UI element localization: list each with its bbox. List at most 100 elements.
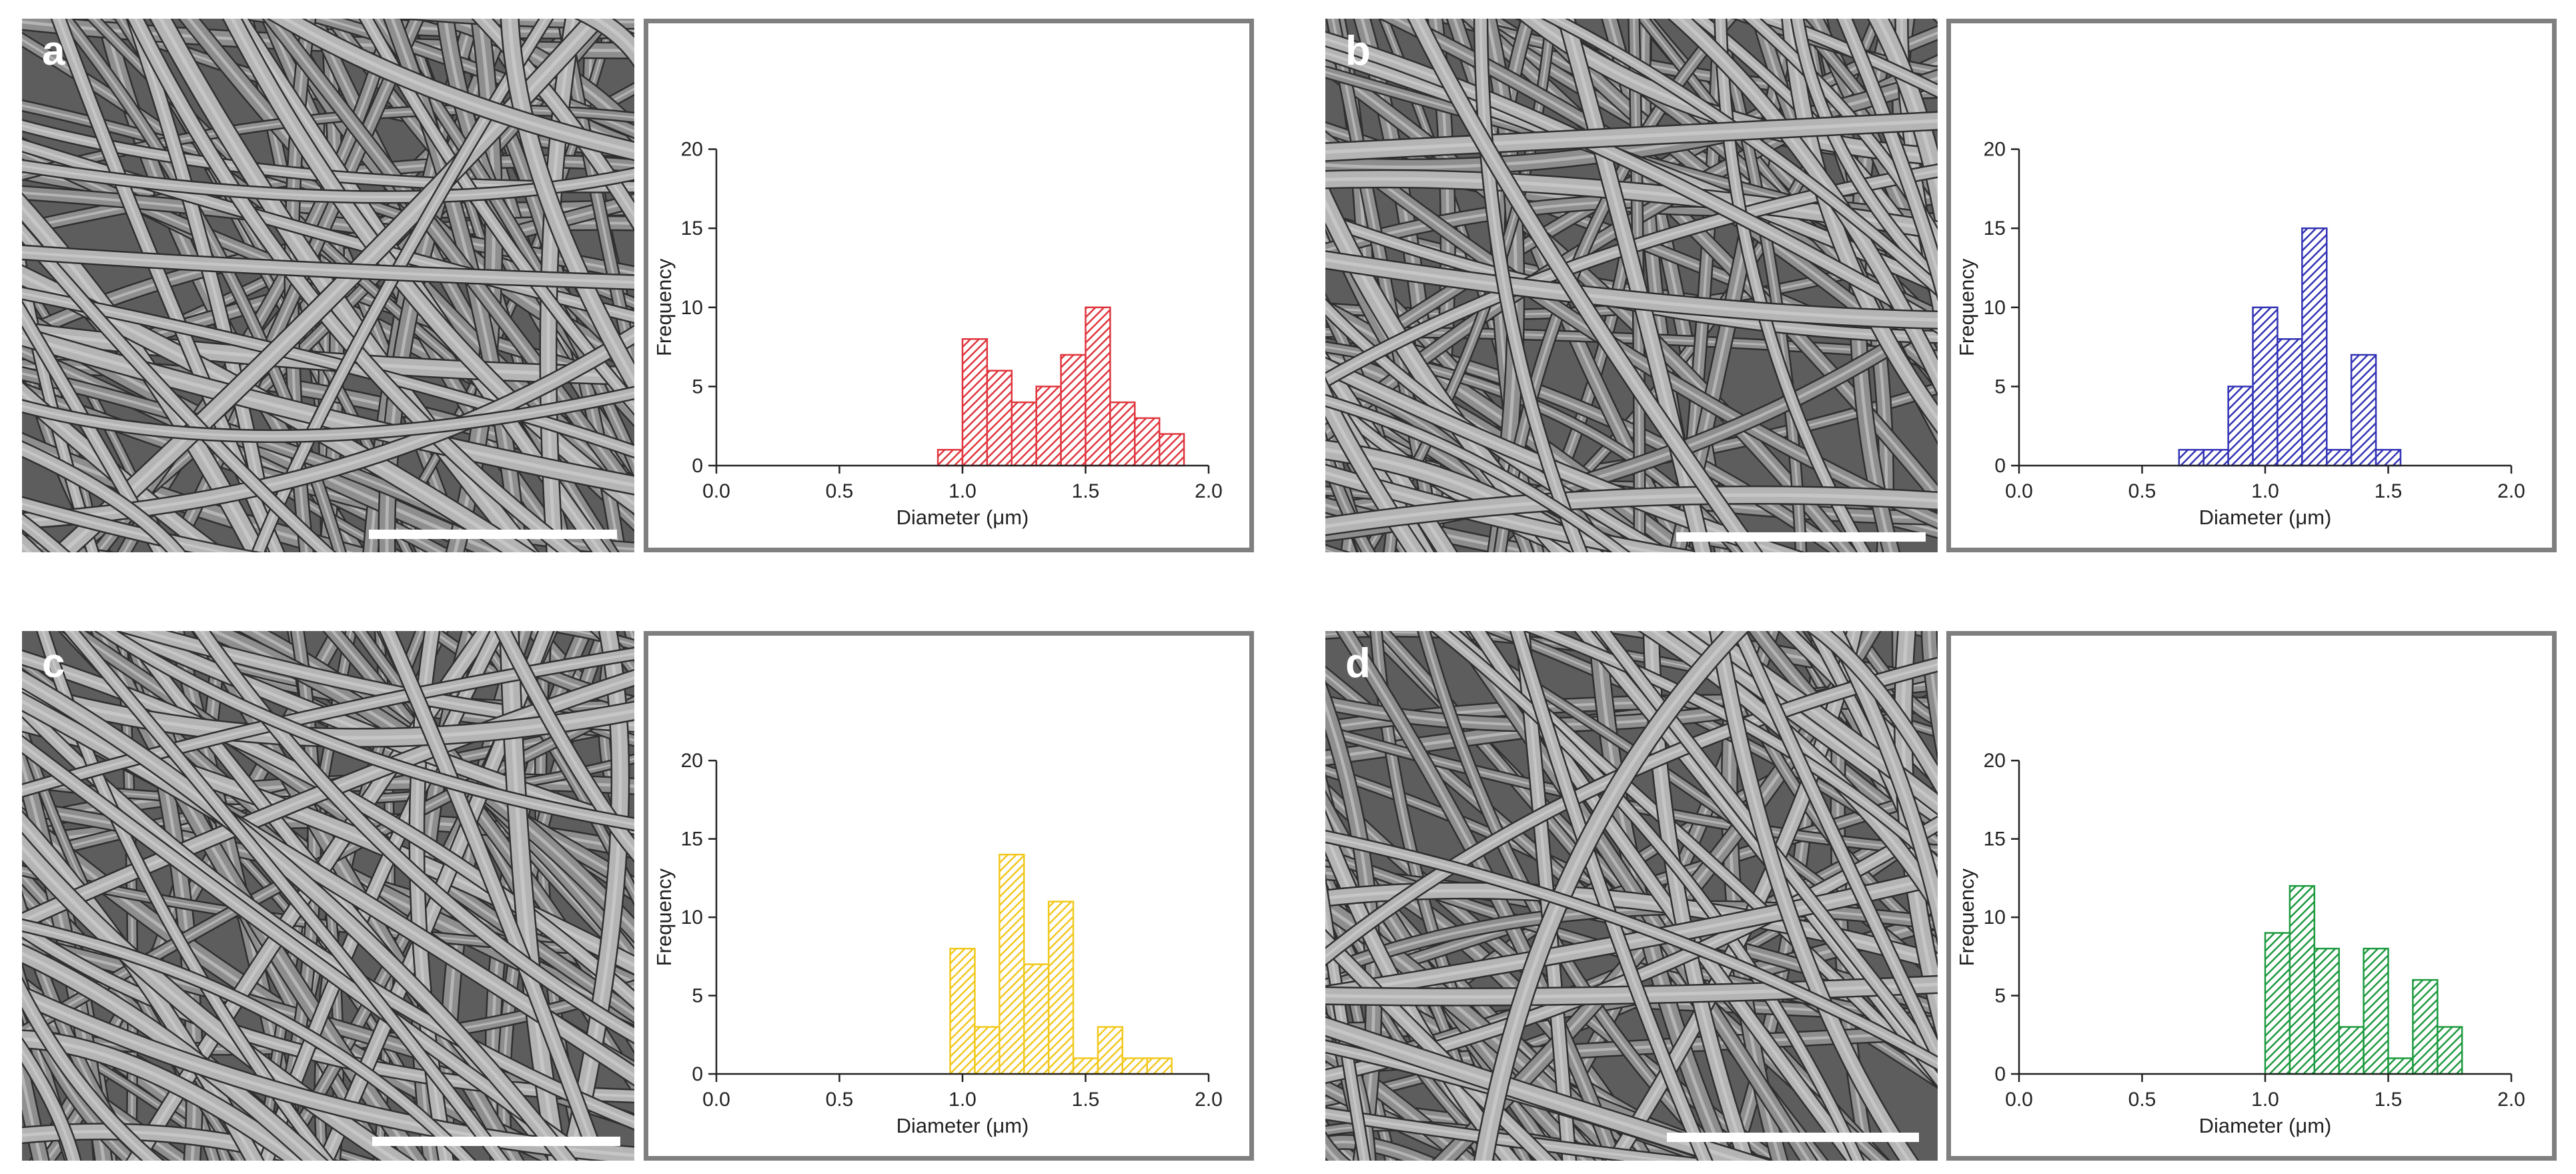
histogram-bar	[2387, 1057, 2414, 1075]
y-tick-label: 20	[681, 139, 703, 161]
x-tick-label: 1.0	[2251, 480, 2279, 502]
y-tick-label: 15	[1984, 217, 2006, 239]
y-tick-label: 15	[1984, 828, 2006, 850]
histogram-bar	[2313, 947, 2340, 1075]
x-tick-label: 0.0	[2005, 1089, 2033, 1111]
y-tick-label: 10	[1984, 907, 2006, 929]
y-tick-label: 0	[692, 1063, 703, 1085]
histogram-bar	[1121, 1057, 1148, 1075]
x-tick-label: 2.0	[1195, 1089, 1223, 1111]
histogram-bar	[1072, 1057, 1099, 1075]
x-axis-label: Diameter (μm)	[2199, 506, 2332, 529]
scale-bar	[369, 530, 617, 539]
histogram-bar	[949, 947, 976, 1075]
fiber-texture	[1325, 19, 1938, 552]
x-tick-label: 1.0	[948, 1089, 977, 1111]
fiber-texture	[22, 631, 634, 1161]
panel-label: a	[42, 28, 65, 74]
histogram-bar	[2227, 386, 2254, 467]
x-axis-label: Diameter (μm)	[896, 1114, 1029, 1137]
histogram-svg: 0.0 0.5 1.0 1.5 2.0 0 5 10 15 20 Diameter (μm) Freq…	[1955, 139, 2525, 529]
histogram-bar	[2301, 227, 2328, 467]
y-tick-label: 20	[1984, 750, 2006, 772]
histogram-bar	[936, 449, 964, 467]
histogram-bar	[2178, 449, 2205, 467]
x-tick-label: 0.5	[826, 480, 854, 502]
scale-bar	[372, 1137, 620, 1146]
histogram-bar	[974, 1026, 1001, 1075]
x-axis-label: Diameter (μm)	[896, 506, 1029, 529]
x-tick-label: 0.5	[2128, 1089, 2156, 1111]
histogram-bar	[986, 370, 1013, 467]
histogram-panel-d: 0.0 0.5 1.0 1.5 2.0 0 5 10 15 20 Diameter (μm) Freq…	[1946, 631, 2557, 1161]
x-tick-label: 1.5	[2375, 1089, 2403, 1111]
panel-label: c	[42, 640, 65, 686]
x-axis-label: Diameter (μm)	[2199, 1114, 2332, 1137]
histogram-bar	[1134, 417, 1161, 467]
histogram-bar	[999, 853, 1025, 1075]
histogram-bar	[2412, 979, 2439, 1075]
histogram-bar	[1023, 963, 1050, 1075]
histogram-bar	[2252, 306, 2279, 467]
y-tick-label: 10	[681, 907, 703, 929]
sem-image-d: d	[1325, 631, 1938, 1161]
x-tick-label: 2.0	[1195, 480, 1223, 502]
histogram-bar	[2277, 338, 2303, 467]
y-axis-label: Frequency	[652, 258, 676, 356]
y-tick-label: 20	[681, 750, 703, 772]
fiber-texture	[22, 19, 634, 552]
panel-label: b	[1345, 28, 1371, 74]
y-tick-label: 5	[1994, 376, 2006, 398]
histogram-bar	[1060, 354, 1087, 467]
scale-bar	[1676, 532, 1926, 542]
histogram-panel-a: 0.0 0.5 1.0 1.5 2.0 0 5 10 15 20 Diameter (μm) Freq…	[644, 19, 1254, 552]
y-axis-label: Frequency	[1955, 868, 1978, 966]
y-tick-label: 0	[1994, 455, 2006, 477]
y-tick-label: 0	[692, 455, 703, 477]
scale-bar	[1667, 1133, 1919, 1142]
histogram-bar	[1085, 306, 1111, 467]
x-tick-label: 0.0	[702, 480, 730, 502]
histogram-bar	[2375, 449, 2402, 467]
y-axis-label: Frequency	[652, 868, 676, 966]
histogram-bar	[1035, 386, 1062, 467]
histogram-bar	[1047, 901, 1075, 1075]
y-tick-label: 20	[1984, 139, 2006, 161]
y-tick-label: 10	[681, 297, 703, 319]
x-tick-label: 1.5	[2375, 480, 2403, 502]
y-tick-label: 5	[692, 985, 703, 1007]
y-tick-label: 15	[681, 217, 703, 239]
histogram-bar	[1097, 1026, 1124, 1075]
x-tick-label: 0.5	[826, 1089, 854, 1111]
histogram-bar	[2338, 1026, 2365, 1075]
x-tick-label: 1.5	[1072, 480, 1100, 502]
histogram-bar	[2202, 449, 2229, 467]
y-tick-label: 5	[1994, 985, 2006, 1007]
histogram-bar	[2350, 354, 2377, 467]
histogram-bar	[1146, 1057, 1173, 1075]
histogram-bar	[2437, 1026, 2463, 1075]
histogram-bar	[2326, 449, 2353, 467]
sem-image-c: c	[22, 631, 634, 1161]
y-tick-label: 15	[681, 828, 703, 850]
y-axis-label: Frequency	[1955, 258, 1978, 356]
x-tick-label: 0.0	[702, 1089, 730, 1111]
panel-label: d	[1345, 640, 1371, 686]
x-tick-label: 0.5	[2128, 480, 2156, 502]
histogram-svg: 0.0 0.5 1.0 1.5 2.0 0 5 10 15 20 Diameter (μm) Freq…	[1955, 750, 2525, 1137]
sem-image-a: a	[22, 19, 634, 552]
histogram-svg: 0.0 0.5 1.0 1.5 2.0 0 5 10 15 20 Diameter (μm) Freq…	[652, 139, 1223, 529]
x-tick-label: 2.0	[2497, 1089, 2525, 1111]
histogram-bar	[2289, 885, 2316, 1075]
histogram-panel-c: 0.0 0.5 1.0 1.5 2.0 0 5 10 15 20 Diameter (μm) Freq…	[644, 631, 1254, 1161]
histogram-svg: 0.0 0.5 1.0 1.5 2.0 0 5 10 15 20 Diameter (μm) Freq…	[652, 750, 1223, 1137]
x-tick-label: 2.0	[2497, 480, 2525, 502]
y-tick-label: 0	[1994, 1063, 2006, 1085]
fiber-texture	[1325, 631, 1938, 1161]
x-tick-label: 0.0	[2005, 480, 2033, 502]
histogram-bar	[961, 338, 989, 467]
x-tick-label: 1.0	[2251, 1089, 2279, 1111]
histogram-bar	[1011, 401, 1037, 467]
histogram-panel-b: 0.0 0.5 1.0 1.5 2.0 0 5 10 15 20 Diameter (μm) Freq…	[1946, 19, 2557, 552]
x-tick-label: 1.5	[1072, 1089, 1100, 1111]
